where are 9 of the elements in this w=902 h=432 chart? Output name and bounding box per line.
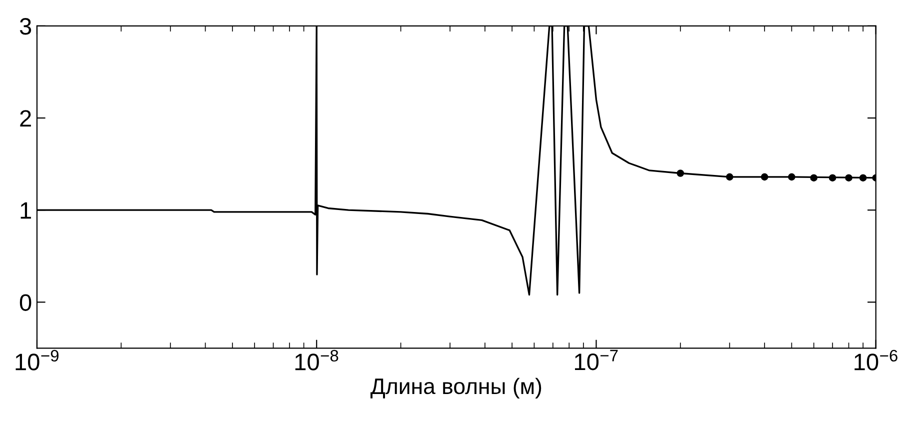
x-tick-label: 10$^{−9}$ [16,350,59,370]
x-axis-title: Длина волны (м) [370,378,542,399]
x-tick-label: 10$^{−7}$ [575,350,618,370]
y-tick-label: 1 [20,202,31,219]
x-tick-label: 10$^{−8}$ [295,350,338,370]
y-tick-label: 3 [20,18,32,35]
y-tick-label: 0 [20,294,32,311]
y-tick-label: 2 [20,110,31,127]
x-tick-label: 10$^{−6}$ [854,350,898,370]
